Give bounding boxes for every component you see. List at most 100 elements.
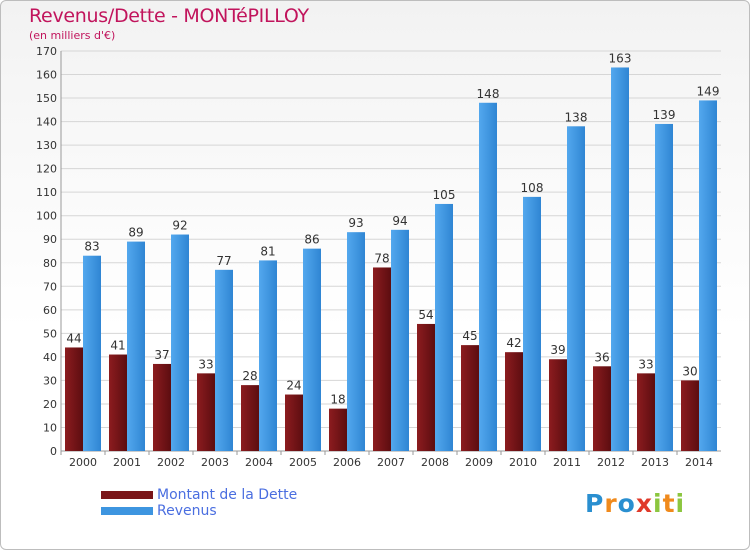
y-tick-label: 130 xyxy=(36,139,57,152)
debt-bar xyxy=(505,352,523,451)
legend-label-debt: Montant de la Dette xyxy=(157,487,298,503)
y-tick-label: 0 xyxy=(50,445,57,458)
revenue-bar-label: 92 xyxy=(172,219,187,233)
debt-bar-label: 18 xyxy=(330,393,345,407)
revenue-bar-label: 81 xyxy=(260,244,275,258)
debt-bar-label: 39 xyxy=(550,343,565,357)
debt-bar xyxy=(373,267,391,451)
debt-bar-label: 28 xyxy=(242,369,257,383)
revenue-bar xyxy=(259,260,277,451)
logo-letter: r xyxy=(604,489,618,518)
x-tick-label: 2003 xyxy=(201,456,229,469)
revenue-bar xyxy=(171,234,189,451)
revenue-bar xyxy=(611,67,629,452)
revenue-bar-label: 148 xyxy=(477,87,500,101)
debt-bar xyxy=(681,380,699,451)
revenue-bar xyxy=(391,229,409,451)
x-tick-label: 2007 xyxy=(377,456,405,469)
revenue-bar xyxy=(303,248,321,451)
revenue-bar xyxy=(699,100,717,451)
revenue-bar xyxy=(435,203,453,451)
x-tick-label: 2001 xyxy=(113,456,141,469)
debt-bar xyxy=(593,366,611,451)
revenue-bar-label: 86 xyxy=(304,233,319,247)
y-tick-label: 40 xyxy=(43,351,57,364)
y-tick-label: 120 xyxy=(36,163,57,176)
debt-bar xyxy=(549,359,567,451)
debt-bar-label: 42 xyxy=(506,336,521,350)
revenue-bar-label: 108 xyxy=(521,181,544,195)
x-tick-label: 2008 xyxy=(421,456,449,469)
chart-subtitle: (en milliers d'€) xyxy=(29,29,116,42)
logo-letter: o xyxy=(617,489,636,518)
proxiti-logo: Proxiti xyxy=(585,489,685,518)
revenue-bar-label: 77 xyxy=(216,254,231,268)
legend-swatch-revenue xyxy=(101,507,153,515)
debt-bar xyxy=(285,394,303,451)
revenue-bar xyxy=(83,255,101,451)
debt-bar-label: 41 xyxy=(110,339,125,353)
debt-bar xyxy=(417,323,435,451)
debt-bar-label: 33 xyxy=(198,357,213,371)
x-tick-label: 2012 xyxy=(597,456,625,469)
logo-letter: P xyxy=(585,489,605,518)
x-tick-label: 2006 xyxy=(333,456,361,469)
debt-bar xyxy=(461,345,479,451)
y-tick-label: 70 xyxy=(43,280,57,293)
y-tick-label: 110 xyxy=(36,186,57,199)
y-tick-label: 80 xyxy=(43,257,57,270)
debt-bar xyxy=(65,347,83,451)
debt-bar xyxy=(153,363,171,451)
revenue-bar xyxy=(567,126,585,451)
revenue-bar-label: 93 xyxy=(348,216,363,230)
debt-bar xyxy=(241,385,259,451)
revenue-bar-label: 83 xyxy=(84,240,99,254)
logo-letter: i xyxy=(653,489,663,518)
debt-bar-label: 36 xyxy=(594,350,609,364)
legend-label-revenue: Revenus xyxy=(157,503,217,519)
x-tick-label: 2013 xyxy=(641,456,669,469)
debt-bar-label: 33 xyxy=(638,357,653,371)
chart-title: Revenus/Dette - MONTéPILLOY xyxy=(29,5,309,27)
logo-letter: t xyxy=(662,489,676,518)
debt-bar-label: 24 xyxy=(286,379,301,393)
y-tick-label: 100 xyxy=(36,210,57,223)
legend-swatch-debt xyxy=(101,491,153,499)
y-tick-label: 10 xyxy=(43,421,57,434)
debt-bar xyxy=(329,408,347,451)
x-tick-label: 2004 xyxy=(245,456,273,469)
y-tick-label: 90 xyxy=(43,233,57,246)
revenue-bar xyxy=(127,241,145,451)
x-tick-label: 2009 xyxy=(465,456,493,469)
x-tick-label: 2011 xyxy=(553,456,581,469)
revenue-bar xyxy=(215,269,233,451)
x-tick-label: 2014 xyxy=(685,456,713,469)
y-tick-label: 170 xyxy=(36,45,57,58)
revenue-bar-label: 94 xyxy=(392,214,407,228)
revenue-bar xyxy=(523,196,541,451)
debt-bar-label: 44 xyxy=(66,331,81,345)
debt-bar-label: 78 xyxy=(374,251,389,265)
logo-letter: i xyxy=(675,489,686,518)
debt-bar-label: 54 xyxy=(418,308,433,322)
revenue-bar xyxy=(655,123,673,452)
revenue-bar-label: 138 xyxy=(565,110,588,124)
x-tick-label: 2005 xyxy=(289,456,317,469)
y-tick-label: 60 xyxy=(43,304,57,317)
debt-bar-label: 45 xyxy=(462,329,477,343)
revenue-bar xyxy=(479,102,497,451)
y-tick-label: 20 xyxy=(43,398,57,411)
revenue-bar xyxy=(347,232,365,451)
revenue-bar-label: 89 xyxy=(128,226,143,240)
x-tick-label: 2010 xyxy=(509,456,537,469)
revenue-bar-label: 139 xyxy=(653,108,676,122)
logo-letter: x xyxy=(635,489,653,518)
y-tick-label: 30 xyxy=(43,374,57,387)
debt-bar-label: 37 xyxy=(154,348,169,362)
x-tick-label: 2000 xyxy=(69,456,97,469)
revenue-bar-label: 149 xyxy=(697,84,720,98)
y-tick-label: 50 xyxy=(43,327,57,340)
revenue-bar-label: 105 xyxy=(433,188,456,202)
y-tick-label: 160 xyxy=(36,69,57,82)
